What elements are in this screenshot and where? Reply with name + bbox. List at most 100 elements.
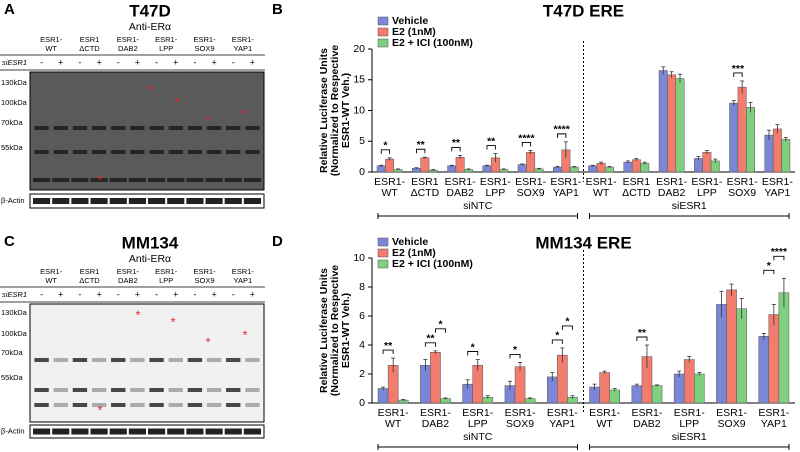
- lane-sign: -: [117, 289, 120, 299]
- actin-band: [109, 198, 127, 204]
- bar: [694, 373, 705, 404]
- blot-band: [187, 150, 203, 154]
- bar: [517, 164, 527, 173]
- actin-image: [29, 193, 265, 209]
- bar: [768, 314, 780, 404]
- group-bracket: [377, 444, 578, 450]
- x-tick-label: ESR1-: [589, 407, 620, 419]
- significance-label: **: [452, 137, 461, 149]
- group-label: siESR1: [672, 200, 707, 212]
- bar: [482, 165, 492, 173]
- legend-swatch: [377, 237, 389, 247]
- y-tick-label: 10: [353, 252, 365, 264]
- bar: [658, 70, 668, 173]
- y-axis-label: Relative Luciferase Units: [318, 48, 330, 173]
- actin-band: [90, 198, 108, 204]
- blot-band: [245, 126, 260, 130]
- bar: [729, 102, 739, 173]
- lane-sign: +: [173, 289, 178, 299]
- blot-band: [206, 150, 222, 154]
- blot-band: [72, 388, 88, 392]
- x-tick-label: ESR1-: [716, 407, 747, 419]
- x-tick-label: ESR1-: [550, 176, 581, 188]
- antibody-label: Anti-ERα: [129, 21, 171, 33]
- blot-band: [91, 403, 107, 407]
- blot-image: [29, 303, 265, 423]
- blot-band: [206, 403, 222, 407]
- lane-sign: +: [135, 57, 140, 67]
- bar: [605, 166, 614, 173]
- x-tick-label: ΔCTD: [622, 187, 651, 199]
- y-tick-label: 10: [353, 104, 365, 116]
- lane-sign: +: [96, 57, 101, 67]
- construct-label: ESR1: [80, 35, 100, 44]
- x-tick-label: LPP: [679, 418, 699, 430]
- x-tick-label: ESR1: [623, 176, 651, 188]
- x-tick-label: YAP1: [553, 187, 579, 199]
- construct-label: ESR1-: [232, 35, 255, 44]
- construct-label: LPP: [159, 276, 173, 285]
- legend-swatch: [377, 27, 389, 37]
- x-tick-label: WT: [596, 418, 613, 430]
- blot-band: [149, 126, 164, 130]
- blot-band: [71, 178, 89, 182]
- blot-band: [224, 178, 242, 182]
- chart-title: MM134 ERE: [535, 233, 631, 252]
- x-tick-label: SOX9: [728, 187, 756, 199]
- actin-band: [33, 428, 51, 435]
- blot-band: [245, 150, 260, 154]
- blot-band: [128, 178, 147, 182]
- blot-band: [72, 358, 88, 362]
- x-tick-label: YAP1: [764, 187, 790, 199]
- bar: [430, 352, 441, 404]
- blot-band: [34, 358, 49, 362]
- actin-band: [167, 198, 185, 204]
- x-tick-label: ESR1-: [505, 407, 536, 419]
- actin-band: [128, 198, 146, 204]
- group-label: siESR1: [672, 431, 707, 443]
- blot-band: [109, 178, 127, 182]
- y-tick-label: 0: [359, 166, 365, 178]
- blot-band: [72, 126, 88, 130]
- construct-label: ESR1-: [117, 35, 140, 44]
- blot-band: [91, 388, 107, 392]
- blot-band: [245, 388, 260, 392]
- significance-label: *: [438, 319, 443, 331]
- bar: [758, 336, 770, 404]
- construct-label: ΔCTD: [79, 44, 100, 53]
- marker-label: 130kDa: [1, 78, 28, 87]
- construct-label: SOX9: [194, 44, 214, 53]
- loading-label: β-Actin: [1, 426, 25, 435]
- actin-band: [243, 428, 261, 435]
- blot-title: MM134: [122, 233, 179, 252]
- blot-band: [34, 388, 49, 392]
- bar: [640, 163, 650, 173]
- x-tick-label: ESR1-: [758, 407, 789, 419]
- panel-letter: C: [4, 233, 15, 250]
- band-star: *: [174, 94, 179, 109]
- blot-band: [168, 150, 183, 154]
- bar: [385, 158, 395, 173]
- bar: [609, 389, 621, 404]
- bar: [651, 385, 663, 404]
- bar: [764, 134, 774, 173]
- blot-band: [167, 178, 185, 182]
- actin-band: [186, 198, 204, 204]
- construct-label: DAB2: [118, 276, 138, 285]
- lane-sign: +: [58, 289, 63, 299]
- bar: [736, 308, 747, 404]
- blot-band: [205, 178, 223, 182]
- bar: [596, 163, 606, 173]
- blot-band: [226, 403, 241, 407]
- lane-sign: -: [232, 289, 235, 299]
- blot-band: [130, 358, 145, 362]
- band-star: *: [147, 82, 152, 97]
- construct-label: DAB2: [118, 44, 138, 53]
- bar: [526, 152, 536, 173]
- blot-image: [29, 71, 265, 191]
- actin-band: [224, 198, 242, 204]
- x-tick-label: ESR1-: [515, 176, 546, 188]
- x-tick-label: ESR1-: [762, 176, 793, 188]
- lane-sign: -: [193, 289, 196, 299]
- band-star: *: [97, 402, 102, 417]
